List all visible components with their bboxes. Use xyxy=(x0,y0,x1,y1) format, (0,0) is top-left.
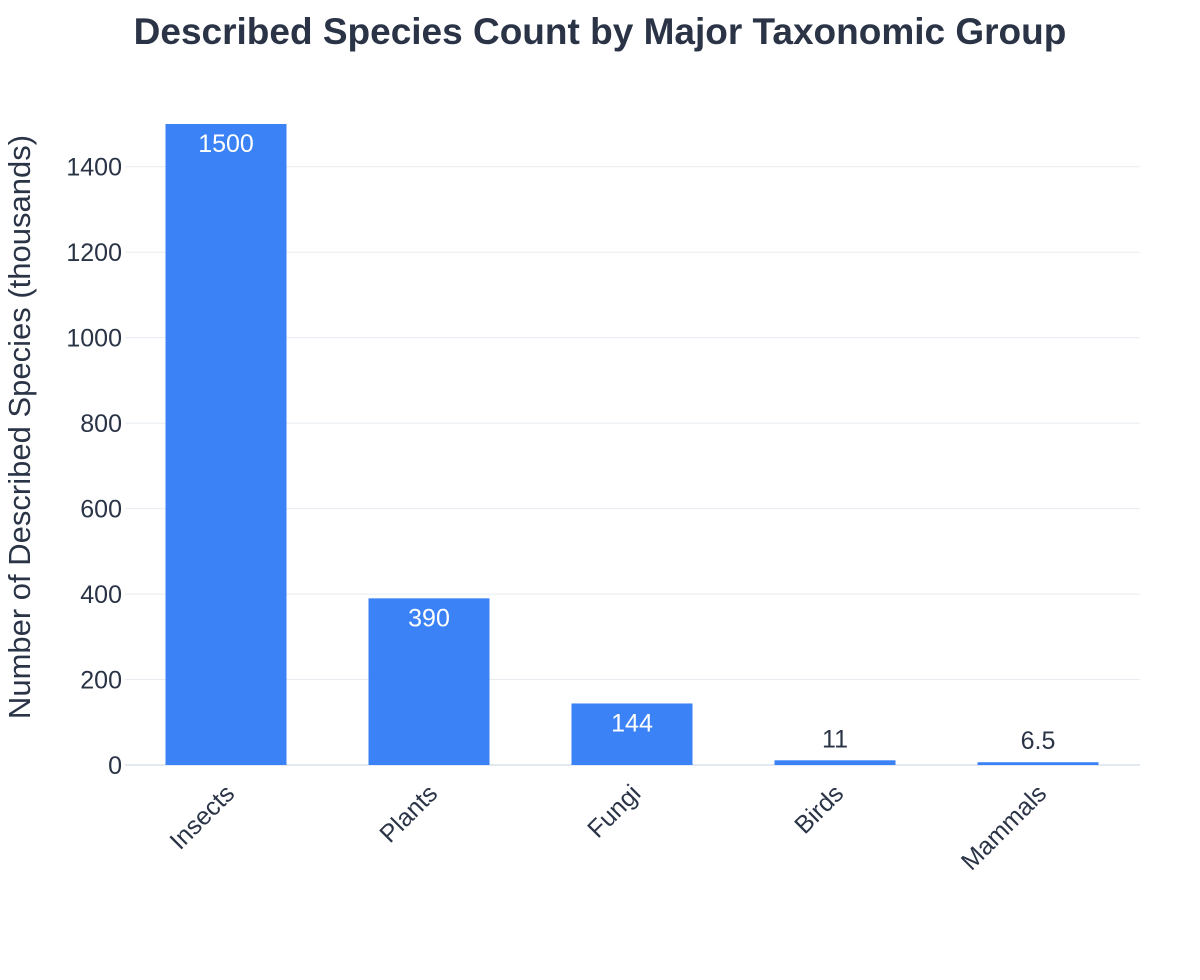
x-tick-label: Mammals xyxy=(956,779,1052,875)
bar-fungi xyxy=(571,703,693,765)
data-label: 1500 xyxy=(198,130,254,158)
y-tick-label: 1200 xyxy=(66,239,122,267)
bar-plants xyxy=(368,598,490,765)
bar-birds xyxy=(774,760,896,765)
y-tick-label: 200 xyxy=(80,667,122,695)
data-labels: 1500 390 144 11 6.5 xyxy=(198,130,1055,755)
data-label: 6.5 xyxy=(1021,727,1056,755)
x-tick-label: Insects xyxy=(164,779,240,855)
data-label: 144 xyxy=(611,709,653,737)
x-axis-ticks: Insects Plants Fungi Birds Mammals xyxy=(164,779,1052,875)
x-tick-label: Plants xyxy=(374,779,443,848)
bar-insects xyxy=(165,124,287,765)
data-label: 390 xyxy=(408,604,450,632)
chart-title: Described Species Count by Major Taxonom… xyxy=(134,11,1067,52)
y-tick-label: 600 xyxy=(80,496,122,524)
y-tick-label: 0 xyxy=(108,752,122,780)
x-tick-label: Birds xyxy=(789,779,849,839)
data-label: 11 xyxy=(822,725,848,753)
y-tick-label: 1000 xyxy=(66,325,122,353)
y-axis-label: Number of Described Species (thousands) xyxy=(2,135,37,719)
bar-mammals xyxy=(977,762,1099,765)
bars xyxy=(165,124,1099,765)
y-tick-label: 400 xyxy=(80,581,122,609)
x-tick-label: Fungi xyxy=(582,779,646,843)
y-axis-ticks: 0 200 400 600 800 1000 1200 1400 xyxy=(66,154,122,780)
y-tick-label: 800 xyxy=(80,410,122,438)
gridlines xyxy=(125,166,1140,766)
y-tick-label: 1400 xyxy=(66,154,122,182)
